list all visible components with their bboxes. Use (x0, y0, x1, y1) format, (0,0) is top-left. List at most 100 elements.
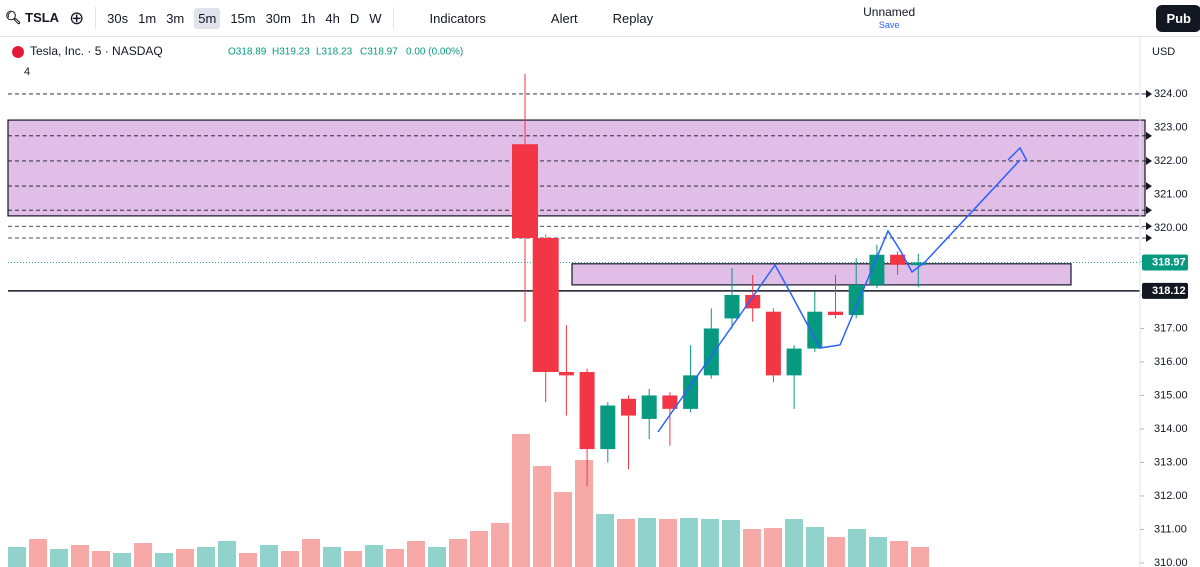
publish-button[interactable]: Pub (1156, 5, 1200, 32)
y-tick-label: 313.00 (1154, 456, 1188, 468)
volume-bar (575, 460, 593, 567)
volume-bar (596, 514, 614, 567)
layout-title: Unnamed (863, 4, 916, 19)
candle-body (745, 294, 761, 309)
interval-button[interactable]: 1m (138, 10, 157, 26)
y-tick-label: 314.00 (1154, 423, 1188, 435)
volume-bar (449, 539, 467, 567)
interval-button[interactable]: 15m (230, 10, 256, 26)
volume-bar (176, 549, 194, 567)
volume-bar (92, 551, 110, 567)
symbol: TSLA (25, 10, 60, 25)
volume-bar (554, 492, 572, 567)
volume-bar (659, 519, 677, 567)
volume-bar (638, 518, 656, 567)
candle-body (848, 284, 864, 316)
candle-body (765, 311, 781, 376)
price-label: 318.97 (1152, 256, 1186, 268)
volume-bar (827, 537, 845, 567)
interval-button[interactable]: 30s (107, 10, 129, 26)
volume-bar (113, 553, 131, 567)
symbol-search[interactable]: 🔍︎ TSLA (5, 10, 60, 25)
y-tick-label: 315.00 (1154, 389, 1188, 401)
y-tick-label: 316.00 (1154, 356, 1188, 368)
volume-bar (743, 529, 761, 567)
volume-bar (302, 539, 320, 567)
volume-bar (197, 547, 215, 567)
toolbar: 🔍︎ TSLA ⊕ 30s 1m 3m 5m 15m 30m 1h 4h D W Indicato… (0, 0, 1200, 37)
level-arrow (1146, 206, 1152, 215)
level-arrow (1146, 182, 1152, 191)
volume-bar (407, 541, 425, 567)
y-tick-label: 311.00 (1154, 523, 1187, 535)
zone (7, 119, 1146, 217)
chart-background (0, 37, 1200, 567)
volume-bar (344, 551, 362, 567)
y-tick-label: 317.00 (1154, 322, 1188, 334)
interval-button[interactable]: 1h (300, 10, 316, 26)
level-arrow (1146, 89, 1152, 98)
volume-bar (8, 547, 26, 567)
candle-body (683, 375, 699, 409)
volume-bar (323, 547, 341, 567)
indicator-count: 4 (24, 66, 30, 78)
volume-bar (491, 523, 509, 567)
ohlc-value: O318.89 (228, 47, 267, 58)
candle-body (869, 254, 885, 285)
separator (95, 7, 97, 29)
ohlc-value: 0.00 (0.00%) (406, 47, 463, 58)
separator (392, 7, 394, 29)
volume-bar (869, 537, 887, 567)
indicators-button[interactable]: Indicators (429, 10, 486, 26)
candle-body (807, 311, 823, 349)
legend-title: Tesla, Inc. · 5 · NASDAQ (30, 44, 163, 58)
volume-bar (512, 434, 530, 567)
ohlc-value: C318.97 (360, 47, 398, 58)
add-symbol[interactable]: ⊕ (69, 7, 85, 28)
volume-bar (260, 545, 278, 567)
y-tick-label: 310.00 (1154, 557, 1188, 567)
layout-name[interactable]: Unnamed Save (858, 6, 920, 31)
interval-button[interactable]: 5m (194, 7, 221, 29)
interval-button[interactable]: 30m (265, 10, 291, 26)
volume-bar (848, 529, 866, 567)
interval-button[interactable]: D (349, 10, 360, 26)
candle-body (828, 311, 843, 316)
volume-bar (155, 553, 173, 567)
volume-bar (911, 547, 929, 567)
replay-button[interactable]: Replay (612, 10, 654, 26)
interval-button[interactable]: 4h (325, 10, 340, 26)
ohlc-legend: O318.89 H319.23 L318.23 C318.97 0.00 (0.00%) (228, 47, 463, 58)
interval-button[interactable]: 3m (166, 10, 185, 26)
y-tick-label: 323.00 (1154, 121, 1188, 133)
y-tick-label: 320.00 (1154, 222, 1188, 234)
volume-bar (428, 547, 446, 567)
alert-button[interactable]: Alert (550, 10, 578, 26)
y-tick-label: 312.00 (1154, 490, 1188, 502)
logo (12, 46, 24, 58)
candle-body (600, 405, 616, 450)
intervals: 30s 1m 3m 5m 15m 30m 1h 4h D W (102, 7, 386, 29)
volume-bar (50, 549, 68, 567)
drawn-path (657, 159, 1021, 433)
save-label: Save (878, 19, 900, 30)
candle-body (532, 238, 559, 373)
plot: 310.00 311.00 312.00 313.00 314.00 315.00 316.… (7, 73, 1188, 567)
volume-bar (764, 528, 782, 567)
level-arrow (1146, 234, 1152, 243)
volume-bar (386, 549, 404, 567)
candle-body (890, 254, 906, 265)
candle-body (512, 144, 538, 239)
candle-body (910, 262, 926, 266)
y-tick-label: 321.00 (1154, 188, 1188, 200)
volume-bar (239, 553, 257, 567)
candle-body (641, 395, 657, 419)
volume-bar (365, 545, 383, 567)
y-tick-label: 324.00 (1154, 88, 1188, 100)
volume-bar (29, 539, 47, 567)
y-tick-label: 322.00 (1154, 155, 1188, 167)
price-label-box (1142, 254, 1188, 271)
interval-button[interactable]: W (369, 10, 382, 26)
volume-bar (218, 541, 236, 567)
